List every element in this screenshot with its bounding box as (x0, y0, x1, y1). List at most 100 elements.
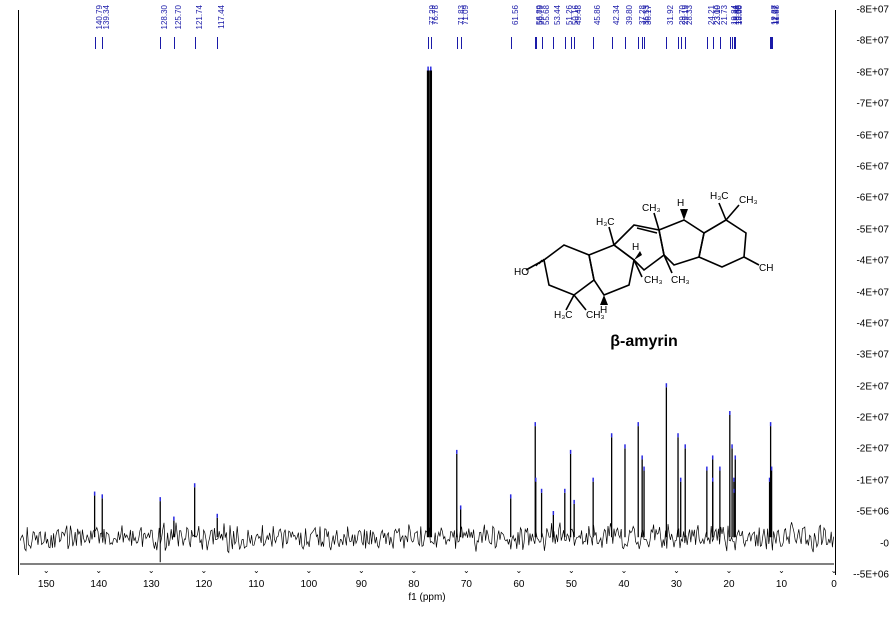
y-tick-label: -4E+07 (856, 318, 889, 329)
peak-label-stem (428, 37, 429, 49)
peak-label: 71.09 (461, 5, 470, 25)
peak-label: 53.44 (553, 5, 562, 25)
x-tick-label: 150 (38, 579, 55, 590)
peak-label: 117.44 (217, 5, 226, 29)
svg-text:H₃C: H₃C (596, 217, 615, 228)
peak-label: 21.73 (720, 5, 729, 25)
x-tick-mark: ⌄ (673, 566, 680, 575)
y-tick-label: -6E+07 (856, 130, 889, 141)
y-tick-label: -5E+07 (856, 224, 889, 235)
peak-label: 36.17 (644, 5, 653, 25)
x-tick-label: 20 (723, 579, 734, 590)
peak-label-stem (735, 37, 736, 49)
peak-label: 49.48 (574, 5, 583, 25)
y-tick-label: -2E+07 (856, 381, 889, 392)
peak-label: 11.88 (772, 5, 781, 24)
x-tick-label: 110 (248, 579, 264, 590)
peak-label-stem (707, 37, 708, 49)
x-tick-label: 80 (408, 579, 419, 590)
y-tick-label: -8E+07 (856, 36, 889, 47)
compound-name: β-amyrin (514, 333, 774, 351)
peak-label-stem (720, 37, 721, 49)
x-tick-label: 10 (776, 579, 787, 590)
peak-label-stem (772, 37, 773, 49)
x-tick-mark: ⌄ (778, 566, 785, 575)
peak-label-stem (102, 37, 103, 49)
x-tick-mark: ⌄ (516, 566, 523, 575)
x-tick-label: 70 (461, 579, 472, 590)
peak-label-stem (95, 37, 96, 49)
x-tick-label: 140 (90, 579, 107, 590)
peak-labels: 140.79139.34128.30125.70121.74117.4477.2… (20, 5, 834, 55)
peak-label-stem (174, 37, 175, 49)
x-tick-label: 100 (300, 579, 317, 590)
y-tick-label: -6E+07 (856, 193, 889, 204)
peak-label-stem (217, 37, 218, 49)
x-tick-label: 50 (566, 579, 577, 590)
peak-label-stem (574, 37, 575, 49)
svg-text:CH₃: CH₃ (644, 275, 663, 286)
x-tick-label: 90 (356, 579, 367, 590)
peak-label: 45.86 (593, 5, 602, 25)
peak-label: 39.80 (625, 5, 634, 25)
x-tick-mark: ⌄ (358, 566, 365, 575)
x-tick-mark: ⌄ (568, 566, 575, 575)
peak-label-stem (666, 37, 667, 49)
peak-label-stem (612, 37, 613, 49)
svg-text:H₃C: H₃C (710, 191, 729, 202)
peak-label-stem (553, 37, 554, 49)
x-tick-label: 120 (195, 579, 212, 590)
svg-text:CH₃: CH₃ (759, 263, 774, 274)
peak-label-stem (431, 37, 432, 49)
x-tick-mark: ⌄ (305, 566, 312, 575)
y-tick-label: -3E+07 (856, 350, 889, 361)
svg-text:H: H (632, 242, 639, 253)
y-axis: -8E+07-8E+07-8E+07-7E+07-6E+07-6E+07-6E+… (839, 10, 894, 575)
svg-text:CH₃: CH₃ (671, 275, 690, 286)
x-tick-mark: ⌄ (831, 566, 838, 575)
x-tick-mark: ⌄ (726, 566, 733, 575)
peak-label: 128.30 (160, 5, 169, 29)
x-tick-mark: ⌄ (148, 566, 155, 575)
x-axis-title: f1 (ppm) (408, 592, 445, 603)
y-tick-label: -4E+07 (856, 256, 889, 267)
y-tick-label: -6E+07 (856, 161, 889, 172)
x-tick-mark: ⌄ (200, 566, 207, 575)
peak-label-stem (571, 37, 572, 49)
y-axis-line (835, 10, 836, 575)
x-tick-mark: ⌄ (411, 566, 418, 575)
y-tick-label: -4E+07 (856, 287, 889, 298)
y-tick-label: -2E+07 (856, 413, 889, 424)
peak-label-stem (713, 37, 714, 49)
svg-text:H₃C: H₃C (554, 310, 573, 320)
y-tick-label: -1E+07 (856, 475, 889, 486)
peak-label-stem (511, 37, 512, 49)
y-axis-line-left (18, 10, 19, 575)
x-tick-label: 60 (513, 579, 524, 590)
peak-label: 55.68 (542, 5, 551, 25)
y-tick-label: -0 (880, 538, 889, 549)
svg-text:CH₃: CH₃ (642, 203, 661, 214)
svg-text:CH₃: CH₃ (739, 195, 758, 206)
peak-label-stem (681, 37, 682, 49)
peak-label-stem (195, 37, 196, 49)
peak-label-stem (642, 37, 643, 49)
x-tick-mark: ⌄ (43, 566, 50, 575)
peak-label-stem (160, 37, 161, 49)
y-tick-label: -8E+07 (856, 5, 889, 16)
y-tick-label: -2E+07 (856, 444, 889, 455)
peak-label: 121.74 (195, 5, 204, 29)
x-tick-mark: ⌄ (621, 566, 628, 575)
y-tick-label: --5E+06 (853, 570, 889, 581)
peak-label-stem (565, 37, 566, 49)
x-tick-label: 130 (143, 579, 160, 590)
noise-baseline (20, 522, 834, 552)
x-tick-label: 0 (831, 579, 837, 590)
peak-label-stem (730, 37, 731, 49)
svg-text:CH₃: CH₃ (586, 310, 605, 320)
peak-label-stem (644, 37, 645, 49)
peak-label: 42.34 (612, 5, 621, 25)
svg-text:H: H (677, 198, 684, 209)
y-tick-label: -5E+06 (856, 507, 889, 518)
x-tick-mark: ⌄ (95, 566, 102, 575)
